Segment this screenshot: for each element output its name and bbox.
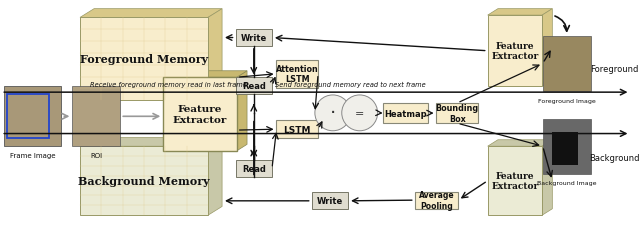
FancyBboxPatch shape — [436, 104, 478, 124]
FancyBboxPatch shape — [80, 18, 208, 101]
FancyBboxPatch shape — [543, 37, 591, 92]
FancyBboxPatch shape — [80, 147, 208, 215]
FancyBboxPatch shape — [312, 192, 348, 210]
Polygon shape — [488, 140, 552, 147]
Text: LSTM: LSTM — [284, 125, 311, 134]
Text: ·: · — [330, 104, 336, 123]
FancyBboxPatch shape — [276, 61, 318, 88]
Text: ROI: ROI — [90, 153, 102, 159]
Text: Background Image: Background Image — [537, 181, 596, 186]
Text: Frame Image: Frame Image — [10, 153, 56, 159]
Polygon shape — [80, 138, 222, 147]
Polygon shape — [208, 138, 222, 215]
Text: Bounding
Box: Bounding Box — [436, 104, 479, 123]
Text: Background Memory: Background Memory — [78, 175, 210, 186]
Text: Background: Background — [589, 153, 639, 163]
Text: Send foreground memory read to next frame: Send foreground memory read to next fram… — [275, 82, 426, 88]
Polygon shape — [163, 71, 247, 78]
Text: Heatmap: Heatmap — [384, 109, 426, 118]
Text: Write: Write — [241, 34, 267, 43]
Polygon shape — [488, 10, 552, 16]
Text: Feature
Extractor: Feature Extractor — [492, 42, 538, 61]
Polygon shape — [542, 140, 552, 215]
Polygon shape — [542, 10, 552, 87]
FancyBboxPatch shape — [4, 87, 61, 147]
Text: Receive foreground memory read in last frame: Receive foreground memory read in last f… — [90, 82, 246, 88]
FancyBboxPatch shape — [163, 78, 237, 151]
Text: Feature
Extractor: Feature Extractor — [492, 171, 538, 191]
Text: =: = — [355, 108, 364, 118]
FancyBboxPatch shape — [488, 147, 542, 215]
Text: Attention
LSTM: Attention LSTM — [276, 65, 319, 84]
Text: Average
Pooling: Average Pooling — [419, 191, 454, 210]
FancyBboxPatch shape — [488, 16, 542, 87]
FancyBboxPatch shape — [383, 104, 428, 124]
FancyBboxPatch shape — [236, 78, 272, 95]
Text: Foreground: Foreground — [590, 64, 639, 73]
Text: Read: Read — [242, 164, 266, 173]
FancyBboxPatch shape — [72, 87, 120, 147]
Text: Feature
Extractor: Feature Extractor — [173, 105, 227, 124]
FancyBboxPatch shape — [236, 30, 272, 47]
FancyBboxPatch shape — [276, 121, 318, 139]
FancyBboxPatch shape — [543, 119, 591, 174]
FancyBboxPatch shape — [552, 133, 578, 165]
Ellipse shape — [342, 95, 378, 131]
Polygon shape — [237, 71, 247, 151]
Text: Foreground Image: Foreground Image — [538, 98, 596, 103]
Polygon shape — [80, 10, 222, 18]
Text: Write: Write — [317, 196, 343, 205]
Text: Read: Read — [242, 82, 266, 91]
Text: Foreground Memory: Foreground Memory — [80, 54, 208, 65]
Ellipse shape — [315, 95, 351, 131]
FancyBboxPatch shape — [236, 160, 272, 177]
FancyBboxPatch shape — [415, 192, 458, 209]
Polygon shape — [208, 10, 222, 101]
